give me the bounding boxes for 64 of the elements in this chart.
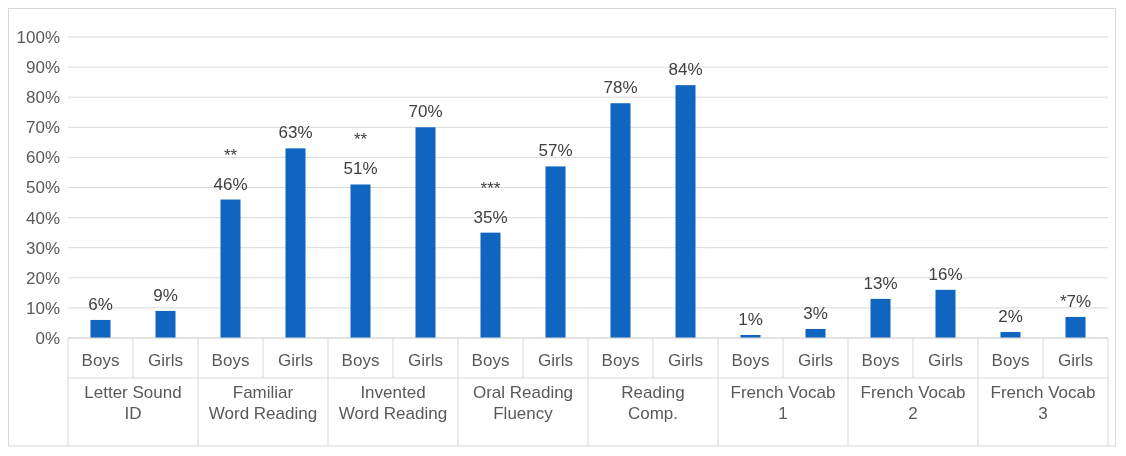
- data-label: 1%: [738, 309, 763, 329]
- y-tick-label: 80%: [25, 88, 60, 108]
- y-tick-label: 60%: [25, 148, 60, 168]
- text: Girls: [538, 351, 573, 370]
- y-tick-label: 50%: [25, 178, 60, 198]
- bar: [610, 103, 631, 338]
- x-tick-label: French Vocab 1: [730, 383, 836, 423]
- series-label: Girls: [148, 351, 183, 370]
- text: Girls: [408, 351, 443, 370]
- text: Boys: [601, 351, 640, 370]
- x-tick-label: Letter Sound ID: [84, 383, 182, 423]
- text: Girls: [1058, 351, 1093, 370]
- text: Girls: [668, 351, 703, 370]
- bar: [285, 148, 306, 338]
- text: Girls: [928, 351, 963, 370]
- y-tick-label: 30%: [25, 238, 60, 258]
- data-label: 13%: [863, 273, 898, 293]
- text: Boys: [81, 351, 120, 370]
- y-tick-label: 10%: [25, 298, 60, 318]
- data-label: 57%: [538, 141, 573, 161]
- bar: [220, 199, 241, 338]
- bar: [870, 298, 891, 338]
- data-label: 3%: [803, 303, 828, 323]
- x-tick-label: Familiar Word Reading: [208, 383, 318, 423]
- text: Boys: [861, 351, 900, 370]
- bar: [1065, 316, 1086, 338]
- text: Boys: [731, 351, 770, 370]
- data-label: 84%: [668, 60, 703, 80]
- series-label: Boys: [341, 351, 380, 370]
- data-label: ** 51%: [343, 130, 378, 179]
- bar: [935, 289, 956, 338]
- data-label: 16%: [928, 264, 963, 284]
- data-label: ** 46%: [213, 145, 248, 194]
- text: Girls: [278, 351, 313, 370]
- data-label: 6%: [88, 294, 113, 314]
- bar: [350, 184, 371, 338]
- data-label: *7%: [1059, 291, 1092, 311]
- bar: [155, 310, 176, 338]
- data-label: 9%: [153, 285, 178, 305]
- bar: [545, 166, 566, 338]
- y-tick-label: 20%: [25, 268, 60, 288]
- y-tick-label: 70%: [25, 118, 60, 138]
- x-tick-label: French Vocab 3: [990, 383, 1096, 423]
- text: Boys: [991, 351, 1030, 370]
- x-tick-label: Oral Reading Fluency: [472, 383, 574, 423]
- y-tick-label: 40%: [25, 208, 60, 228]
- x-tick-label: Invented Word Reading: [338, 383, 448, 423]
- text: Boys: [211, 351, 250, 370]
- data-label: 70%: [408, 102, 443, 122]
- data-label: *** 35%: [473, 178, 508, 227]
- text: Boys: [471, 351, 510, 370]
- data-label: 63%: [278, 123, 313, 143]
- x-tick-label: Reading Comp.: [621, 383, 685, 423]
- data-label: 2%: [998, 306, 1023, 326]
- y-tick-label: 90%: [25, 58, 60, 78]
- y-tick-label: 0%: [35, 328, 60, 348]
- data-label: 78%: [603, 78, 638, 98]
- text: Girls: [798, 351, 833, 370]
- x-tick-label: French Vocab 2: [860, 383, 966, 423]
- bar: [90, 319, 111, 338]
- bar: [480, 232, 501, 338]
- bar: [415, 127, 436, 338]
- bar: [675, 85, 696, 338]
- y-tick-label: 100%: [16, 27, 60, 47]
